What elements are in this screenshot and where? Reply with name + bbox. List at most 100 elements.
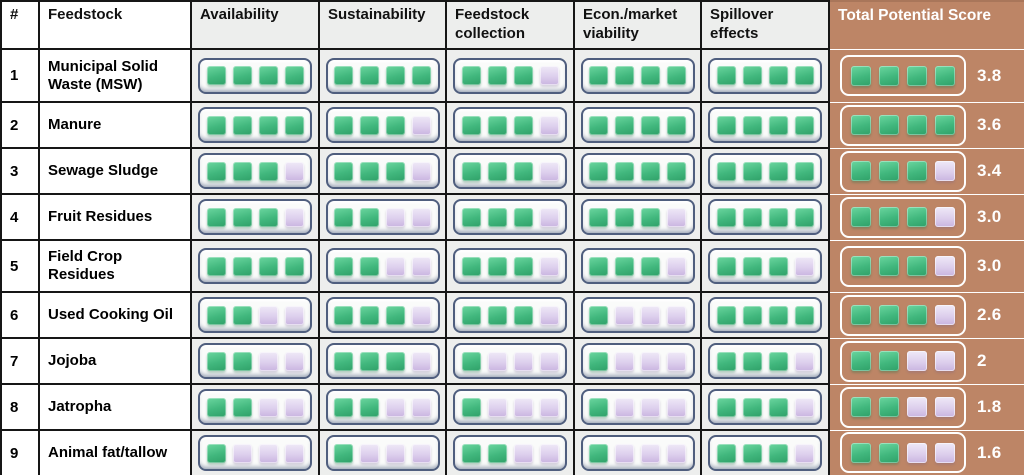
filled-square-icon [461,207,481,227]
filled-square-icon [334,443,353,463]
empty-square-icon [386,207,405,227]
empty-square-icon [412,305,431,325]
filled-square-icon [386,115,405,135]
filled-square-icon [258,256,278,276]
filled-square-icon [794,115,814,135]
filled-square-icon [794,161,814,181]
rating-cell-econ-market [573,48,702,103]
filled-square-icon [768,305,788,325]
feedstock-name: Municipal Solid Waste (MSW) [38,48,192,103]
empty-square-icon [907,351,927,371]
filled-square-icon [206,397,226,417]
filled-square-icon [768,161,788,181]
filled-square-icon [615,207,634,227]
filled-square-icon [667,66,686,85]
total-score-group: 2 [840,340,1022,382]
filled-square-icon [667,115,686,135]
empty-square-icon [539,397,559,417]
rating-widget [708,199,822,235]
rating-widget [580,343,695,379]
filled-square-icon [284,66,304,85]
rating-widget [453,389,567,425]
total-score-rating-widget [840,294,966,336]
filled-square-icon [386,161,405,181]
filled-square-icon [879,351,899,371]
feedstock-name: Animal fat/tallow [38,429,192,475]
empty-square-icon [258,305,278,325]
rating-widget [580,57,695,94]
total-score-rating-widget [840,432,966,474]
rating-widget [198,153,312,189]
rating-widget [453,343,567,379]
filled-square-icon [879,442,899,463]
filled-square-icon [742,161,762,181]
filled-square-icon [907,207,927,227]
rating-cell-econ-market [573,291,702,339]
table-row: 7 Jojoba 2 [0,337,1024,385]
rating-cell-spillover [700,291,830,339]
column-header-total-score: Total Potential Score [828,0,1024,50]
rating-widget [198,389,312,425]
filled-square-icon [615,66,634,85]
filled-square-icon [851,207,871,227]
filled-square-icon [232,397,252,417]
rating-cell-econ-market [573,193,702,241]
filled-square-icon [206,256,226,276]
filled-square-icon [232,207,252,227]
filled-square-icon [615,161,634,181]
filled-square-icon [487,161,507,181]
filled-square-icon [716,397,736,417]
rating-widget [580,297,695,333]
total-score-cell: 3.4 [828,147,1024,195]
empty-square-icon [539,305,559,325]
table-row: 3 Sewage Sludge 3.4 [0,147,1024,195]
total-score-cell: 1.8 [828,383,1024,431]
rating-cell-spillover [700,147,830,195]
filled-square-icon [935,65,955,86]
filled-square-icon [716,256,736,276]
filled-square-icon [206,161,226,181]
empty-square-icon [284,443,304,463]
filled-square-icon [206,66,226,85]
filled-square-icon [206,115,226,135]
rating-widget [453,248,567,284]
rating-cell-availability [190,337,320,385]
rating-cell-econ-market [573,429,702,475]
total-score-group: 1.8 [840,386,1022,428]
filled-square-icon [412,66,431,85]
rating-cell-sustainability [318,101,447,149]
filled-square-icon [794,66,814,85]
total-score-value: 1.8 [977,397,1002,416]
total-score-rating-widget [840,150,966,192]
empty-square-icon [641,305,660,325]
empty-square-icon [386,256,405,276]
filled-square-icon [232,305,252,325]
rating-cell-spillover [700,193,830,241]
filled-square-icon [487,443,507,463]
empty-square-icon [794,397,814,417]
filled-square-icon [742,443,762,463]
filled-square-icon [461,256,481,276]
total-score-rating-widget [840,55,966,96]
rating-widget [708,389,822,425]
empty-square-icon [641,397,660,417]
rating-widget [325,107,440,143]
empty-square-icon [412,256,431,276]
filled-square-icon [589,351,608,371]
total-score-group: 3.6 [840,104,1022,146]
filled-square-icon [794,207,814,227]
filled-square-icon [907,161,927,181]
rating-cell-collection [445,337,575,385]
rating-cell-econ-market [573,383,702,431]
rating-cell-availability [190,291,320,339]
filled-square-icon [768,207,788,227]
filled-square-icon [461,161,481,181]
total-score-cell: 3.0 [828,193,1024,241]
filled-square-icon [360,66,379,85]
row-number: 4 [0,193,40,241]
filled-square-icon [360,397,379,417]
empty-square-icon [232,443,252,463]
filled-square-icon [258,115,278,135]
rating-cell-availability [190,193,320,241]
empty-square-icon [667,351,686,371]
